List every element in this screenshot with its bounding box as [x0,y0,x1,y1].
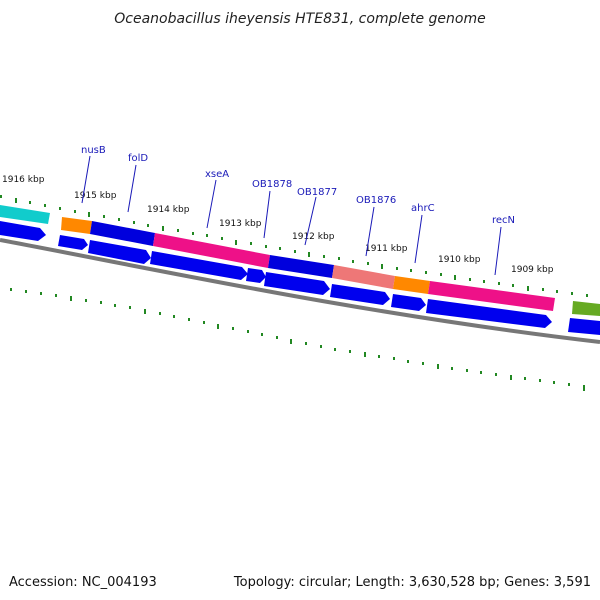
kbp-label: 1912 kbp [292,232,335,242]
gene-label-OB1877[interactable]: OB1877 [297,187,337,198]
gene-label-recN[interactable]: recN [492,215,515,226]
cds-arrow[interactable] [88,240,151,264]
genome-summary-text: Topology: circular; Length: 3,630,528 bp… [233,575,591,590]
gene-bar-OB1877[interactable] [332,265,395,289]
cds-arrow[interactable] [58,235,88,250]
cds-arrow[interactable] [246,268,266,283]
kbp-label: 1909 kbp [511,265,554,275]
cds-arrow[interactable] [568,318,600,335]
gene-label-folD[interactable]: folD [128,153,148,164]
kbp-labels: 1916 kbp 1915 kbp 1914 kbp 1913 kbp 1912… [2,175,554,275]
cds-arrow[interactable] [264,272,330,295]
cds-arrow[interactable] [0,221,46,241]
kbp-label: 1914 kbp [147,205,190,215]
gene-label-OB1876[interactable]: OB1876 [356,195,396,206]
gene-bar-folD[interactable] [90,221,155,246]
inner-tick-ring [10,288,585,391]
gene-bar-ahrC[interactable] [393,276,430,294]
cds-arrow-track [0,221,600,335]
cds-arrow[interactable] [150,251,248,280]
gene-bar-nusB[interactable] [61,217,92,234]
cds-arrow[interactable] [330,284,390,305]
gene-leader-lines [81,155,502,276]
kbp-label: 1915 kbp [74,191,117,201]
genome-backbone [0,238,600,344]
gene-label-nusB[interactable]: nusB [81,145,106,156]
kbp-label: 1913 kbp [219,219,262,229]
gene-bar-cyan[interactable] [0,205,50,224]
gene-bar-recN[interactable] [428,281,555,311]
genome-title: Oceanobacillus iheyensis HTE831, complet… [114,11,485,27]
gene-labels: nusB folD xseA OB1878 OB1877 OB1876 ahrC… [81,145,515,226]
gene-bar-xseA[interactable] [153,233,270,268]
gene-bar-olive[interactable] [572,301,600,316]
cds-arrow[interactable] [391,294,426,311]
kbp-label: 1911 kbp [365,244,408,254]
gene-bar-OB1878[interactable] [268,255,334,278]
outer-tick-ring [0,195,588,297]
cds-arrow[interactable] [426,299,552,328]
gene-feature-track [0,205,600,316]
kbp-label: 1910 kbp [438,255,481,265]
gene-label-OB1878[interactable]: OB1878 [252,179,292,190]
gene-label-ahrC[interactable]: ahrC [411,203,435,214]
kbp-label: 1916 kbp [2,175,45,185]
accession-text: Accession: NC_004193 [9,575,157,590]
gene-label-xseA[interactable]: xseA [205,169,229,180]
